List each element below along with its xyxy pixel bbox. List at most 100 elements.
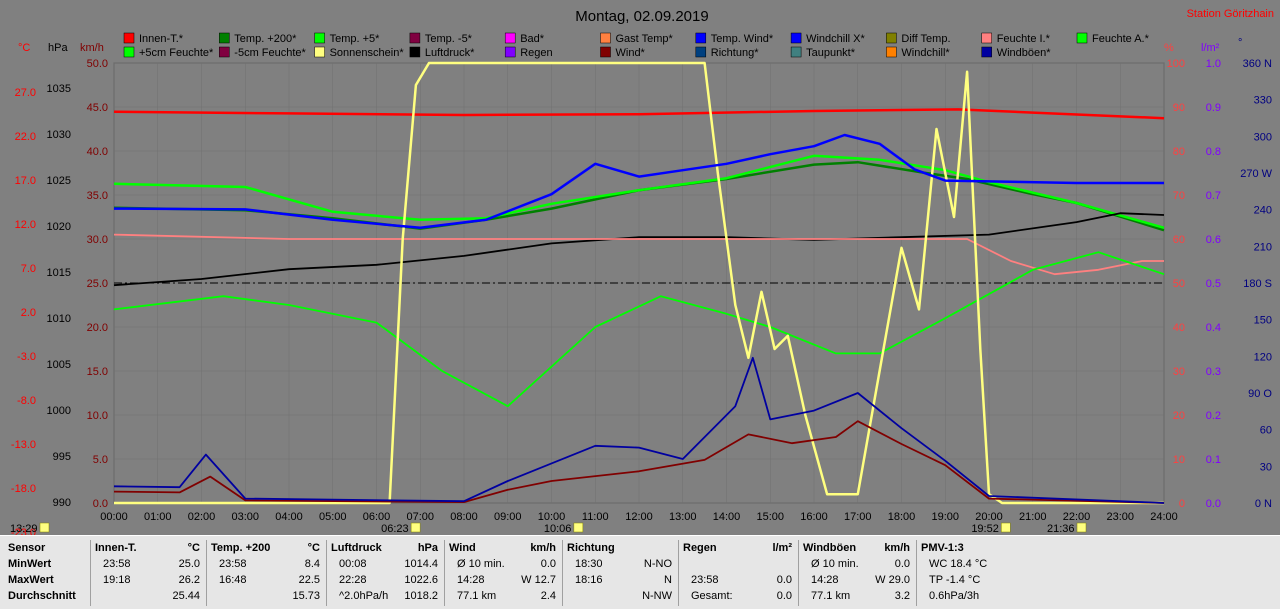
wind-tick: 10.0 [87, 410, 108, 422]
direction-tick: 330 [1254, 95, 1272, 107]
legend-swatch [600, 46, 611, 58]
legend-swatch [314, 46, 325, 58]
stat-value: 3.2 [894, 590, 910, 602]
stat-time: 16:48 [219, 574, 247, 586]
stat-column: Innen-T. °C 23:58 25.0 19:18 26.2 25.44 [90, 540, 206, 606]
stat-time: 19:18 [103, 574, 131, 586]
series-line [113, 233, 1164, 276]
stat-value: 22.5 [298, 574, 320, 586]
time-tick: 20:00 [975, 511, 1003, 523]
wind-tick: 0.0 [93, 498, 108, 510]
stat-value: 25.0 [178, 558, 200, 570]
legend-label: Taupunkt* [806, 47, 856, 59]
stat-unit: hPa [417, 542, 438, 554]
pressure-tick: 995 [53, 451, 71, 463]
pressure-tick: 990 [53, 497, 71, 509]
direction-tick: 360 N [1243, 58, 1272, 70]
legend-swatch [600, 32, 611, 44]
event-markers: 13:29 06:23 10:06 19:52 21:36 [10, 522, 1087, 535]
percent-tick: 50 [1173, 278, 1185, 290]
stat-value: 8.4 [304, 558, 320, 570]
legend-label: Innen-T.* [139, 33, 184, 45]
stat-value: N-NW [642, 590, 672, 602]
time-tick: 14:00 [713, 511, 741, 523]
stat-time: TP -1.4 °C [929, 574, 981, 586]
wind-unit: km/h [80, 42, 104, 54]
rain-tick: 0.6 [1206, 234, 1221, 246]
rain-tick: 0.2 [1206, 410, 1221, 422]
time-tick: 06:00 [363, 511, 391, 523]
stat-value: N [664, 574, 672, 586]
stat-time: Ø 10 min. [457, 558, 505, 570]
time-tick: 07:00 [406, 511, 434, 523]
series-line [113, 420, 1165, 504]
direction-unit: ° [1238, 37, 1242, 49]
stat-time: 77.1 km [457, 590, 497, 602]
y-axes: 27.0 22.0 17.0 12.0 7.0 2.0 -3.0 -8.0 -13.0 -18.0… [11, 58, 1273, 535]
event-time: 13:29 [10, 523, 38, 535]
pressure-tick: 1005 [47, 359, 71, 371]
stat-time: 18:30 [575, 558, 603, 570]
pressure-tick: 1025 [47, 175, 71, 187]
stat-time: 77.1 km [811, 590, 851, 602]
stat-value: W 12.7 [521, 574, 556, 586]
time-tick: 08:00 [450, 511, 478, 523]
stat-column: Windböen km/h Ø 10 min. 0.0 14:28 W 29.0 77.1 … [798, 540, 916, 606]
series-line [113, 108, 1165, 120]
time-tick: 23:00 [1106, 511, 1134, 523]
legend-label: Wind* [616, 47, 646, 59]
time-tick: 09:00 [494, 511, 522, 523]
temp-tick: -23.0 [11, 527, 36, 535]
pressure-tick: 1000 [47, 405, 71, 417]
legend-swatch [504, 32, 516, 44]
time-tick: 17:00 [844, 511, 872, 523]
stat-unit: km/h [530, 542, 556, 554]
time-tick: 05:00 [319, 511, 347, 523]
stat-unit: l/m² [772, 542, 792, 554]
stat-time: Gesamt: [691, 590, 733, 602]
time-tick: 12:00 [625, 511, 653, 523]
temp-tick: 17.0 [15, 175, 36, 187]
stat-time: 00:08 [339, 558, 367, 570]
legend-swatch [219, 32, 230, 44]
stat-value: 0.0 [894, 558, 910, 570]
event-time: 21:36 [1047, 523, 1075, 535]
series-line [113, 212, 1165, 287]
percent-tick: 40 [1173, 322, 1185, 334]
legend-label: Windchill* [901, 47, 950, 59]
direction-tick: 30 [1260, 461, 1272, 473]
stat-column: Wind km/h Ø 10 min. 0.0 14:28 W 12.7 77.1 km 2.… [444, 540, 562, 606]
rain-tick: 1.0 [1206, 58, 1221, 70]
percent-tick: 70 [1173, 190, 1185, 202]
grid [113, 62, 1165, 504]
temp-tick: -13.0 [11, 439, 36, 451]
stat-time: Ø 10 min. [811, 558, 859, 570]
rain-tick: 0.9 [1206, 102, 1221, 114]
stat-header: Regen [683, 542, 717, 554]
direction-tick: 300 [1254, 131, 1272, 143]
legend-label: Luftdruck* [425, 47, 475, 59]
series-line [113, 133, 1164, 230]
legend-label: Temp. -5* [425, 33, 473, 45]
time-tick: 19:00 [931, 511, 959, 523]
direction-tick: 0 N [1255, 498, 1272, 510]
event-time: 10:06 [544, 523, 572, 535]
x-axis: 00:00 01:00 02:00 03:00 04:00 05:00 06:00 07:00… [100, 511, 1178, 523]
temp-tick: 12.0 [15, 219, 36, 231]
stat-header: PMV-1:3 [921, 542, 964, 554]
stat-time: 0.6hPa/3h [929, 590, 980, 602]
legend-label: Temp. +200* [234, 33, 297, 45]
stat-value: 25.44 [172, 590, 200, 602]
time-tick: 24:00 [1150, 511, 1178, 523]
pressure-tick: 1035 [47, 83, 71, 95]
rain-tick: 0.5 [1206, 278, 1221, 290]
stat-column: PMV-1:3 WC 18.4 °C TP -1.4 °C 0.6hPa/3h [916, 540, 1006, 606]
time-tick: 11:00 [582, 511, 609, 523]
event-icon [39, 522, 50, 533]
wind-tick: 5.0 [93, 454, 108, 466]
legend-label: Temp. +5* [330, 33, 381, 45]
time-tick: 15:00 [756, 511, 784, 523]
wind-tick: 35.0 [87, 190, 108, 202]
legend-label: Sonnenschein* [330, 47, 405, 59]
temp-tick: 7.0 [21, 263, 36, 275]
